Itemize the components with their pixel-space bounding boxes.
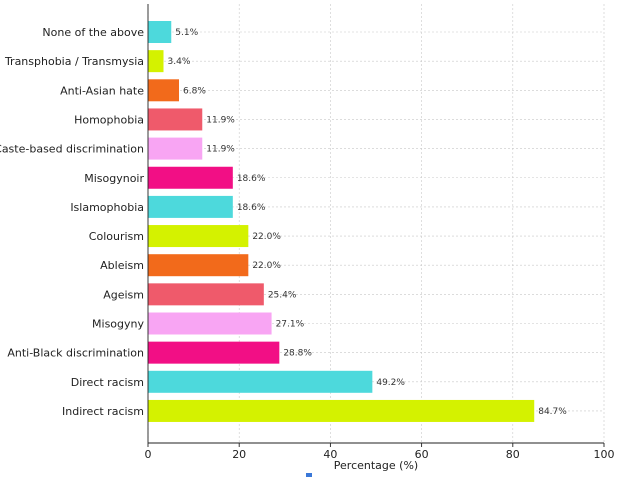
bar xyxy=(148,370,373,393)
x-tick-label: 20 xyxy=(232,448,246,461)
x-tick-label: 100 xyxy=(594,448,615,461)
category-label: Misogyny xyxy=(92,318,144,331)
bar xyxy=(148,50,164,73)
data-label: 28.8% xyxy=(283,349,312,359)
data-label: 18.6% xyxy=(237,203,266,213)
category-label: Indirect racism xyxy=(62,405,144,418)
bar xyxy=(148,225,249,248)
x-tick-label: 60 xyxy=(415,448,429,461)
labels-layer: 5.1% None of the above 3.4% Transphobia / T… xyxy=(0,26,615,461)
bar xyxy=(148,195,233,218)
category-label: Ableism xyxy=(100,259,144,272)
data-label: 27.1% xyxy=(276,320,305,330)
bar xyxy=(148,166,233,189)
data-label: 49.2% xyxy=(376,378,405,388)
category-label: None of the above xyxy=(42,26,144,39)
data-label: 18.6% xyxy=(237,174,266,184)
bar xyxy=(148,21,172,43)
data-label: 11.9% xyxy=(206,115,235,125)
data-label: 6.8% xyxy=(183,86,206,96)
data-label: 5.1% xyxy=(175,28,198,38)
bar xyxy=(148,399,535,422)
category-label: Direct racism xyxy=(71,376,144,389)
data-label: 84.7% xyxy=(538,407,567,417)
bar xyxy=(148,137,203,160)
data-label: 25.4% xyxy=(268,290,297,300)
category-label: Caste-based discrimination xyxy=(0,143,144,156)
axes-layer xyxy=(147,4,605,477)
category-label: Anti-Asian hate xyxy=(60,84,144,97)
category-label: Anti-Black discrimination xyxy=(7,347,144,360)
bar xyxy=(148,312,272,335)
bar xyxy=(148,283,264,306)
x-tick-label: 80 xyxy=(506,448,520,461)
category-label: Islamophobia xyxy=(70,201,144,214)
category-label: Ageism xyxy=(103,288,144,301)
bar xyxy=(148,254,249,277)
legend-marker xyxy=(306,473,312,477)
bar xyxy=(148,79,180,102)
data-label: 11.9% xyxy=(206,145,235,155)
category-label: Misogynoir xyxy=(84,172,144,185)
x-tick-label: 40 xyxy=(323,448,337,461)
x-tick-label: 0 xyxy=(145,448,152,461)
category-label: Transphobia / Transmysia xyxy=(4,55,144,68)
data-label: 3.4% xyxy=(168,57,191,67)
data-label: 22.0% xyxy=(252,261,281,271)
category-label: Homophobia xyxy=(74,113,144,126)
bars-layer xyxy=(148,21,535,422)
data-label: 22.0% xyxy=(252,232,281,242)
category-label: Colourism xyxy=(89,230,144,243)
bar xyxy=(148,341,280,364)
x-axis-title: Percentage (%) xyxy=(334,459,418,472)
bar xyxy=(148,108,203,131)
